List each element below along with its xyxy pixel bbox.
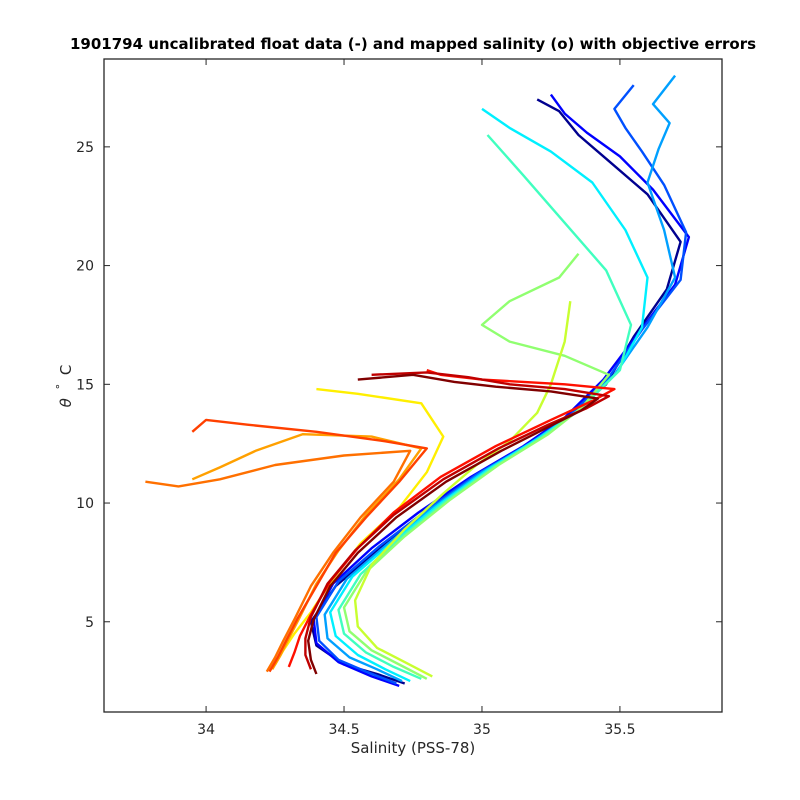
y-axis-label-degree: ° <box>54 384 67 390</box>
series-layer <box>145 74 691 688</box>
y-tick-label: 25 <box>76 140 94 156</box>
y-tick-label: 10 <box>76 496 94 512</box>
x-tick-label: 34.5 <box>328 722 359 738</box>
plot-frame <box>103 58 723 713</box>
plot-background <box>104 59 722 712</box>
y-axis-label-symbol: θ <box>57 398 75 407</box>
y-axis-label-unit: C <box>57 365 75 375</box>
profile-line-6 <box>337 134 633 680</box>
x-tick-label: 35.5 <box>604 722 635 738</box>
profile-line-10 <box>191 433 423 670</box>
chart-title: 1901794 uncalibrated float data (-) and … <box>70 35 756 53</box>
profile-line-8 <box>353 301 572 678</box>
profile-line-14 <box>304 371 611 670</box>
profile-line-13 <box>287 368 616 668</box>
profile-line-15 <box>307 373 599 675</box>
profile-line-11 <box>145 449 412 673</box>
y-tick-label: 15 <box>76 377 94 393</box>
y-axis-label: θ ° C <box>50 365 75 408</box>
y-tick-label: 20 <box>76 259 94 275</box>
tick-layer: 34 34.5 35 35.5 5 10 15 20 25 <box>76 59 722 738</box>
y-tick-label: 5 <box>85 615 94 631</box>
x-tick-label: 34 <box>197 722 215 738</box>
x-tick-label: 35 <box>473 722 491 738</box>
x-axis-label: Salinity (PSS-78) <box>351 739 476 757</box>
profile-line-7 <box>342 252 611 680</box>
profile-line-12 <box>191 418 428 673</box>
svg-text:θ ° C: θ ° C <box>50 365 75 408</box>
